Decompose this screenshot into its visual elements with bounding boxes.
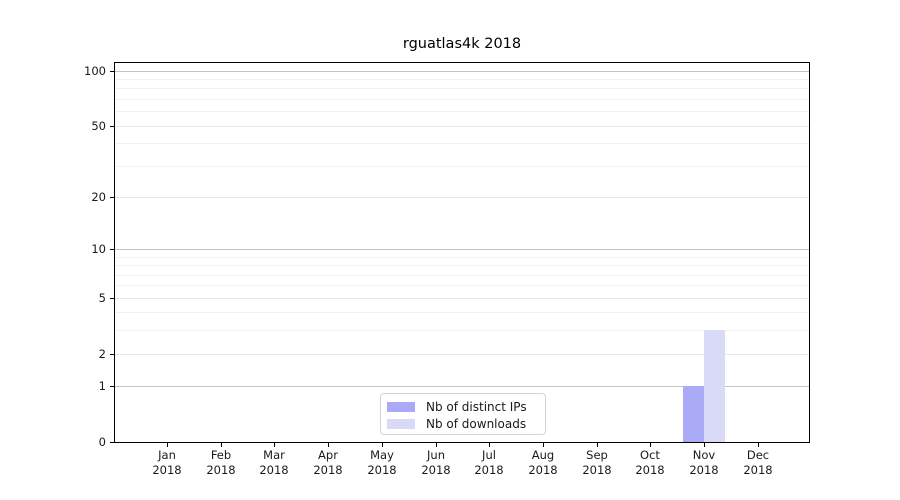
- legend-label-downloads: Nb of downloads: [426, 416, 527, 431]
- x-tick-mark-apr: [328, 443, 329, 447]
- legend-label-distinct-ips: Nb of distinct IPs: [426, 399, 527, 414]
- y-tick-mark-20: [110, 197, 114, 198]
- y-tick-label-5: 5: [98, 291, 106, 305]
- x-tick-mark-mar: [274, 443, 275, 447]
- x-tick-mark-may: [382, 443, 383, 447]
- x-tick-label-jul: Jul 2018: [474, 448, 504, 477]
- gridline-minor-60: [115, 111, 809, 112]
- gridline-minor-90: [115, 79, 809, 80]
- bar-nb-of-downloads-nov: [704, 330, 725, 442]
- legend-item-distinct-ips: Nb of distinct IPs: [387, 398, 545, 415]
- gridline-major-10: [115, 249, 809, 250]
- x-tick-mark-feb: [221, 443, 222, 447]
- y-tick-label-10: 10: [91, 242, 106, 256]
- x-tick-mark-nov: [704, 443, 705, 447]
- y-tick-label-1: 1: [98, 379, 106, 393]
- x-tick-label-may: May 2018: [367, 448, 397, 477]
- x-tick-mark-jun: [436, 443, 437, 447]
- chart-title: rguatlas4k 2018: [402, 36, 522, 52]
- x-tick-mark-sep: [597, 443, 598, 447]
- gridline-labeled-5: [115, 298, 809, 299]
- gridline-labeled-20: [115, 197, 809, 198]
- x-tick-label-aug: Aug 2018: [528, 448, 558, 477]
- plot-area: Nb of distinct IPs Nb of downloads: [114, 62, 810, 443]
- x-tick-mark-aug: [543, 443, 544, 447]
- x-tick-label-oct: Oct 2018: [635, 448, 665, 477]
- gridline-labeled-2: [115, 354, 809, 355]
- x-tick-label-dec: Dec 2018: [743, 448, 773, 477]
- y-tick-mark-50: [110, 126, 114, 127]
- legend-swatch-distinct-ips: [387, 401, 415, 412]
- x-tick-label-jun: Jun 2018: [421, 448, 451, 477]
- x-tick-mark-jan: [167, 443, 168, 447]
- gridline-minor-9: [115, 257, 809, 258]
- gridline-minor-7: [115, 275, 809, 276]
- gridline-minor-3: [115, 330, 809, 331]
- x-tick-label-apr: Apr 2018: [313, 448, 343, 477]
- x-tick-mark-oct: [650, 443, 651, 447]
- y-tick-mark-100: [110, 71, 114, 72]
- x-tick-mark-jul: [489, 443, 490, 447]
- y-tick-label-100: 100: [84, 64, 106, 78]
- gridline-major-1: [115, 386, 809, 387]
- x-tick-label-sep: Sep 2018: [582, 448, 612, 477]
- y-tick-label-50: 50: [91, 119, 106, 133]
- y-tick-label-2: 2: [98, 347, 106, 361]
- gridline-minor-30: [115, 166, 809, 167]
- legend-swatch-downloads: [387, 418, 415, 429]
- legend-item-downloads: Nb of downloads: [387, 415, 545, 432]
- gridline-minor-80: [115, 88, 809, 89]
- x-tick-label-mar: Mar 2018: [259, 448, 289, 477]
- y-tick-mark-10: [110, 249, 114, 250]
- x-tick-label-feb: Feb 2018: [206, 448, 236, 477]
- bar-nb-of-distinct-ips-nov: [683, 386, 704, 442]
- y-tick-mark-0: [110, 442, 114, 443]
- gridline-minor-40: [115, 143, 809, 144]
- gridline-minor-4: [115, 312, 809, 313]
- gridline-minor-8: [115, 265, 809, 266]
- gridline-minor-70: [115, 99, 809, 100]
- gridline-labeled-50: [115, 126, 809, 127]
- gridline-major-100: [115, 71, 809, 72]
- x-tick-mark-dec: [758, 443, 759, 447]
- y-tick-mark-1: [110, 386, 114, 387]
- x-tick-label-jan: Jan 2018: [152, 448, 182, 477]
- y-tick-label-0: 0: [98, 435, 106, 449]
- legend: Nb of distinct IPs Nb of downloads: [380, 393, 546, 435]
- y-tick-mark-2: [110, 354, 114, 355]
- y-tick-mark-5: [110, 298, 114, 299]
- gridline-minor-6: [115, 285, 809, 286]
- y-tick-label-20: 20: [91, 190, 106, 204]
- x-tick-label-nov: Nov 2018: [689, 448, 719, 477]
